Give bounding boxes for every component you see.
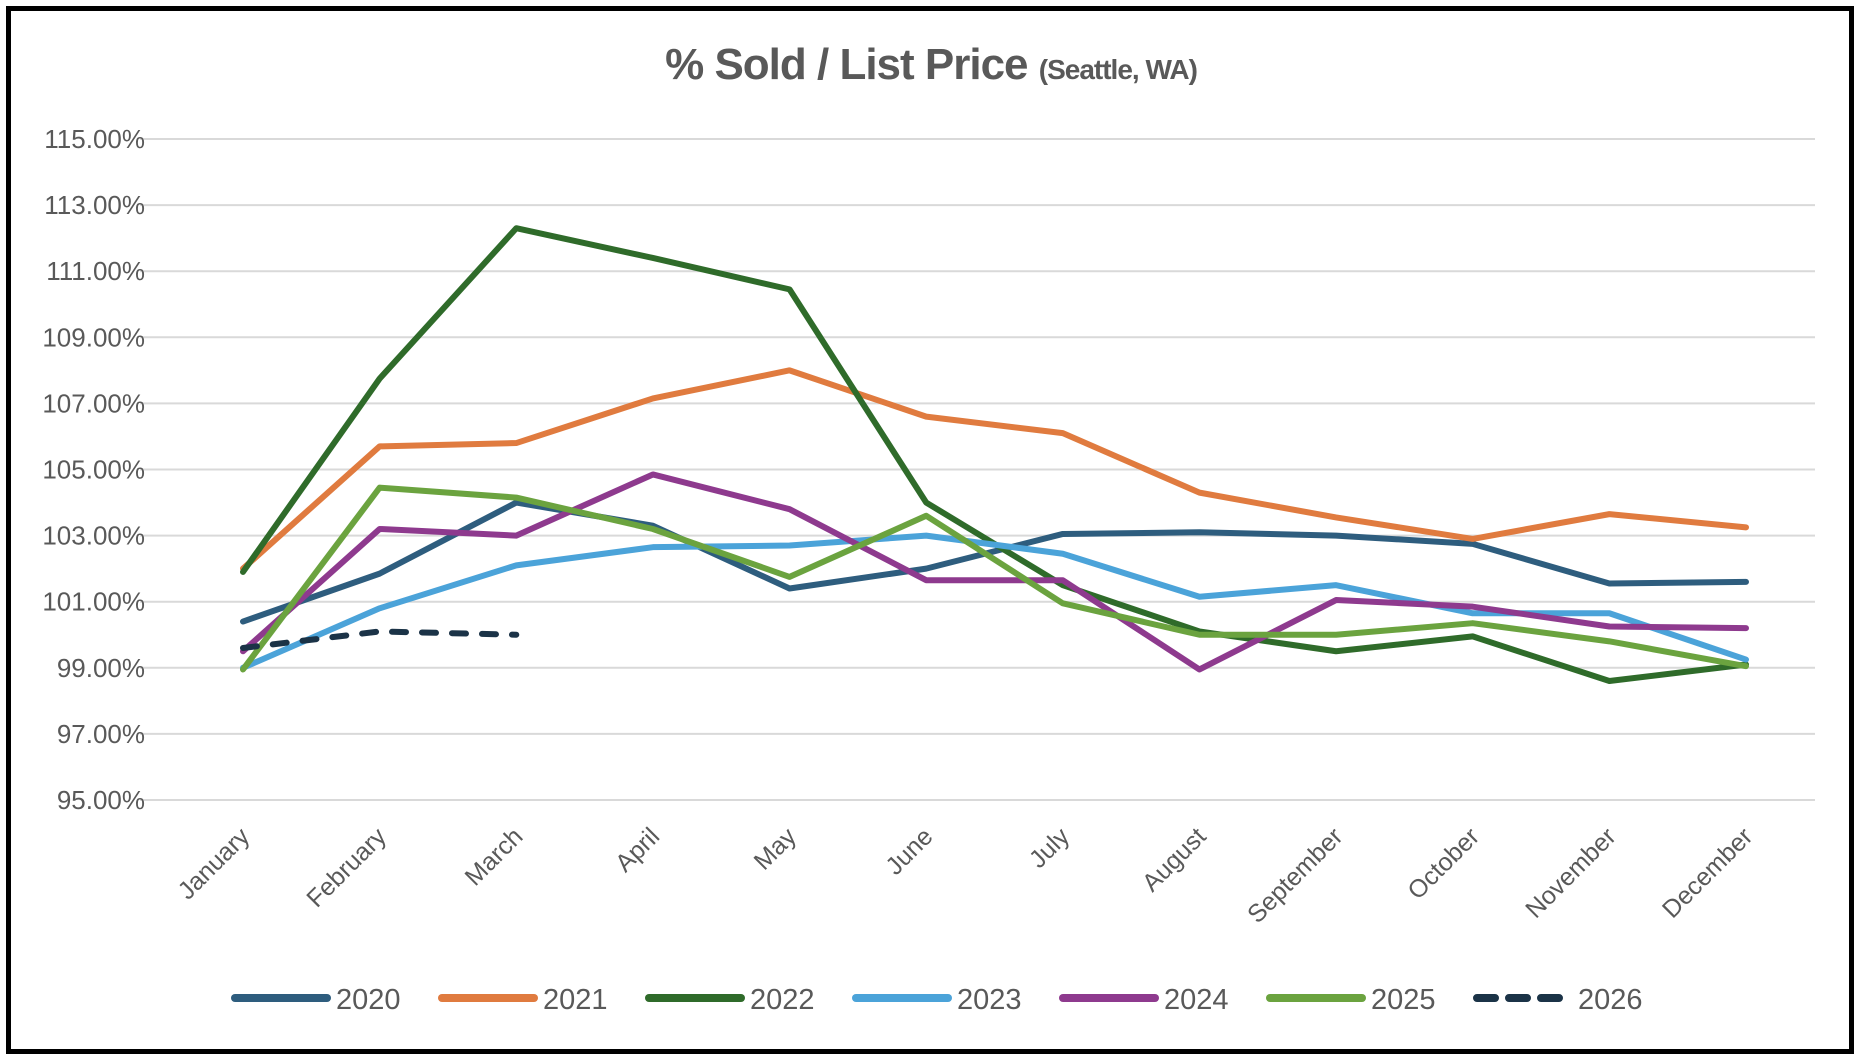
series-line-2021 (240, 367, 1749, 572)
y-tick-label: 111.00% (46, 256, 145, 286)
x-tick-label: December (1657, 822, 1758, 923)
x-tick-label: September (1242, 822, 1348, 928)
x-tick-label: August (1137, 822, 1212, 897)
legend-label-2026: 2026 (1578, 984, 1643, 1016)
x-tick-label: July (1024, 822, 1076, 874)
title-main: % Sold / List Price (665, 40, 1028, 89)
x-tick-label: June (880, 822, 938, 880)
legend-label-2024: 2024 (1164, 984, 1229, 1016)
x-tick-label: October (1402, 822, 1485, 905)
y-tick-label: 113.00% (44, 190, 145, 220)
series-line-2024 (240, 471, 1749, 673)
x-tick-label: November (1520, 822, 1621, 923)
legend-label-2023: 2023 (957, 984, 1022, 1016)
chart-title: % Sold / List Price (Seattle, WA) (0, 40, 1862, 90)
series-line-2023 (240, 532, 1749, 671)
y-tick-label: 115.00% (44, 124, 145, 154)
x-tick-label: February (301, 822, 392, 913)
legend-label-2022: 2022 (750, 984, 815, 1016)
chart-frame (6, 6, 1854, 1054)
series-line-2020 (240, 499, 1749, 625)
legend-label-2021: 2021 (543, 984, 608, 1016)
x-tick-label: March (460, 822, 529, 891)
y-tick-label: 105.00% (42, 455, 145, 485)
x-tick-label: April (610, 822, 665, 877)
y-tick-label: 107.00% (42, 388, 145, 418)
x-tick-label: May (749, 822, 803, 876)
y-tick-label: 99.00% (57, 653, 145, 683)
title-subtitle: (Seattle, WA) (1038, 54, 1198, 85)
y-tick-label: 109.00% (42, 322, 145, 352)
y-tick-label: 95.00% (57, 785, 145, 815)
y-tick-label: 97.00% (57, 719, 145, 749)
legend-label-2020: 2020 (336, 984, 401, 1016)
y-tick-label: 103.00% (42, 521, 145, 551)
x-tick-label: January (173, 822, 256, 905)
series-line-2026 (240, 628, 520, 651)
legend-label-2025: 2025 (1371, 984, 1436, 1016)
y-tick-label: 101.00% (42, 587, 145, 617)
series-line-2025 (240, 484, 1749, 673)
